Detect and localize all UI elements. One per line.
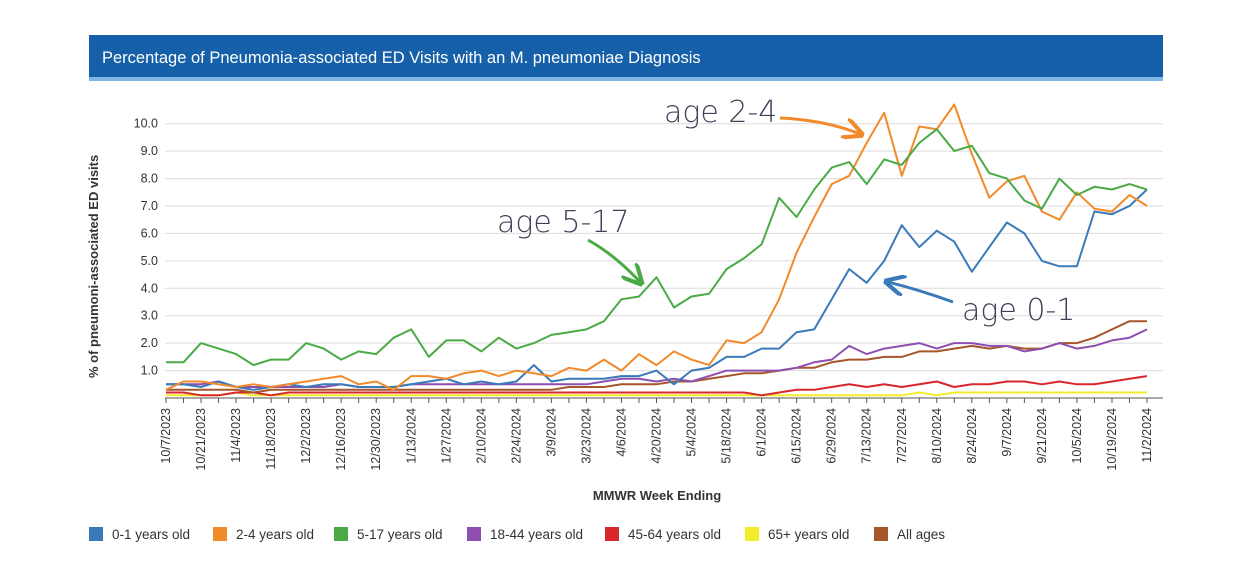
y-tick-label: 5.0 <box>141 254 158 268</box>
x-tick-label: 7/27/2024 <box>895 408 909 464</box>
y-tick-label: 8.0 <box>141 172 158 186</box>
legend-swatch-5-17 <box>334 527 348 541</box>
legend-item-5-17[interactable]: 5-17 years old <box>334 524 443 544</box>
x-tick-label: 9/7/2024 <box>1000 408 1014 457</box>
legend-label-18-44: 18-44 years old <box>490 526 584 542</box>
x-tick-label: 10/19/2024 <box>1105 408 1119 471</box>
x-tick-label: 11/2/2024 <box>1140 408 1154 463</box>
legend-swatch-18-44 <box>467 527 481 541</box>
series-lines <box>165 103 1148 397</box>
x-tick-label: 9/21/2024 <box>1035 408 1049 464</box>
legend-item-0-1[interactable]: 0-1 years old <box>89 524 190 544</box>
chart-title: Percentage of Pneumonia-associated ED Vi… <box>102 49 701 67</box>
x-tick-label: 12/16/2023 <box>334 408 348 471</box>
x-tick-label: 10/5/2024 <box>1070 408 1084 464</box>
y-tick-label: 10.0 <box>134 117 158 131</box>
y-tick-label: 9.0 <box>141 144 158 158</box>
x-tick-label: 12/30/2023 <box>369 408 383 471</box>
x-tick-label: 8/24/2024 <box>965 408 979 464</box>
series-line-65-years-old <box>166 391 1147 397</box>
y-axis-title: % of pneumoni-associated ED visits <box>86 155 101 378</box>
x-tick-label: 10/21/2023 <box>194 408 208 471</box>
y-tick-label: 1.0 <box>141 364 158 378</box>
x-tick-label: 5/4/2024 <box>685 408 699 457</box>
legend-label-2-4: 2-4 years old <box>236 526 315 542</box>
legend-swatch-all-ages <box>874 527 888 541</box>
chart-header: Percentage of Pneumonia-associated ED Vi… <box>89 35 1163 81</box>
legend-label-45-64: 45-64 years old <box>628 526 722 542</box>
legend-label-0-1: 0-1 years old <box>112 526 191 542</box>
line-chart: 1.0 2.0 3.0 4.0 5.0 6.0 7.0 8.0 9.0 10.0 10/7/202… <box>86 95 1163 503</box>
annotation-age-5-17-text: age 5-17 <box>497 205 629 240</box>
annotation-age-2-4-arrow <box>779 116 860 134</box>
annotation-age-5-17-arrow <box>587 238 640 282</box>
series-line-0-1-years-old <box>166 188 1148 391</box>
legend-item-18-44[interactable]: 18-44 years old <box>467 524 583 544</box>
gridlines <box>165 123 1163 372</box>
annotation-age-2-4: age 2-4 <box>664 95 860 134</box>
annotation-age-0-1-arrow <box>888 282 954 304</box>
x-tick-label: 12/2/2023 <box>299 408 313 464</box>
legend-item-2-4[interactable]: 2-4 years old <box>213 524 314 544</box>
legend-label-all-ages: All ages <box>897 526 946 542</box>
x-tick-label: 8/10/2024 <box>930 408 944 464</box>
x-tick-label: 1/13/2024 <box>404 408 418 464</box>
y-tick-label: 6.0 <box>141 226 158 240</box>
legend-swatch-65-plus <box>745 527 759 541</box>
x-axis: 10/7/2023 10/21/2023 11/4/2023 11/18/2023 12… <box>159 397 1163 471</box>
x-tick-label: 3/23/2024 <box>579 408 593 464</box>
y-tick-label: 7.0 <box>141 199 158 213</box>
x-tick-label: 5/18/2024 <box>720 408 734 464</box>
x-tick-label: 6/15/2024 <box>790 408 804 464</box>
series-line-5-17-years-old <box>166 128 1148 367</box>
annotation-age-0-1-text: age 0-1 <box>962 293 1075 328</box>
x-tick-label: 3/9/2024 <box>544 408 558 457</box>
series-line-all-ages <box>166 320 1147 394</box>
legend-item-all-ages[interactable]: All ages <box>874 524 945 544</box>
series-line-18-44-years-old <box>166 328 1148 388</box>
x-tick-label: 6/29/2024 <box>825 408 839 464</box>
y-tick-label: 3.0 <box>141 309 158 323</box>
x-tick-label: 11/4/2023 <box>229 408 243 463</box>
x-tick-label: 2/10/2024 <box>474 408 488 464</box>
x-tick-label: 11/18/2023 <box>264 408 278 470</box>
legend-item-65-plus[interactable]: 65+ years old <box>745 524 849 544</box>
legend-label-5-17: 5-17 years old <box>357 526 443 542</box>
annotation-age-2-4-text: age 2-4 <box>664 95 777 130</box>
x-tick-label: 4/6/2024 <box>614 408 628 457</box>
legend-swatch-0-1 <box>89 527 103 541</box>
y-axis: 1.0 2.0 3.0 4.0 5.0 6.0 7.0 8.0 9.0 10.0 <box>134 117 158 378</box>
annotation-age-0-1: age 0-1 <box>888 282 1075 328</box>
x-tick-label: 7/13/2024 <box>860 408 874 464</box>
y-tick-label: 4.0 <box>141 281 158 295</box>
x-tick-label: 4/20/2024 <box>650 408 664 464</box>
legend-swatch-2-4 <box>213 527 227 541</box>
x-tick-label: 1/27/2024 <box>439 408 453 464</box>
series-line-45-64-years-old <box>166 375 1148 397</box>
legend: 0-1 years old 2-4 years old 5-17 years o… <box>89 524 1189 544</box>
series-line-2-4-years-old <box>165 103 1148 391</box>
x-axis-title: MMWR Week Ending <box>593 488 721 503</box>
x-tick-label: 2/24/2024 <box>509 408 523 464</box>
y-tick-label: 2.0 <box>141 336 158 350</box>
x-tick-label: 6/1/2024 <box>755 408 769 457</box>
legend-item-45-64[interactable]: 45-64 years old <box>605 524 721 544</box>
legend-swatch-45-64 <box>605 527 619 541</box>
annotation-age-5-17: age 5-17 <box>497 205 640 282</box>
x-tick-label: 10/7/2023 <box>159 408 173 464</box>
legend-label-65-plus: 65+ years old <box>768 526 850 542</box>
